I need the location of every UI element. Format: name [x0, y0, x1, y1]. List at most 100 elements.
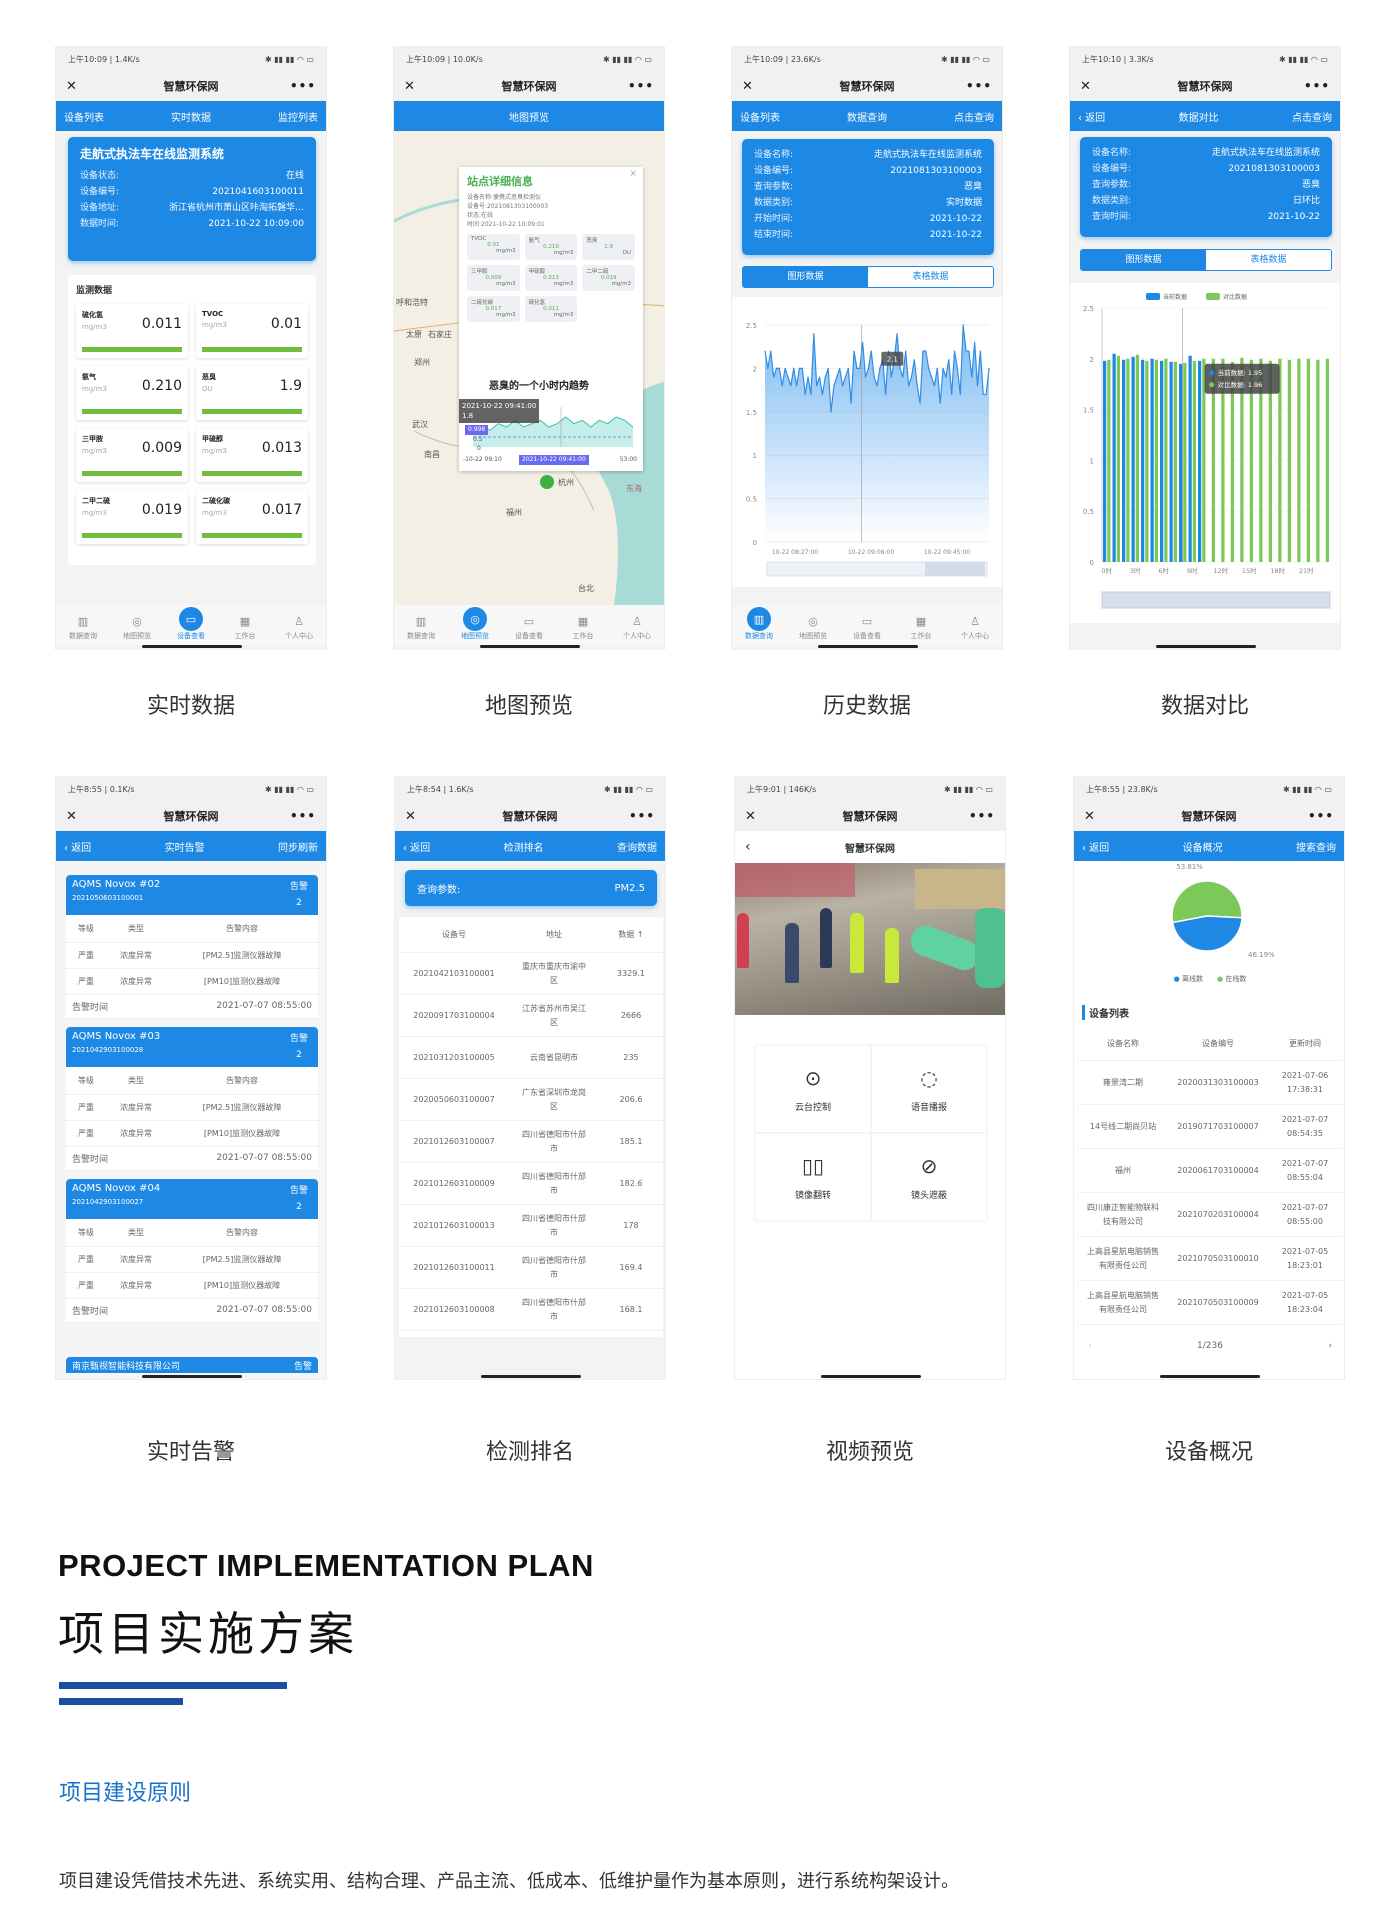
more-icon[interactable]: •••	[289, 809, 316, 823]
metric-tile[interactable]: 二硫化碳 mg/m3 0.017	[196, 490, 308, 544]
close-icon[interactable]: ✕	[1084, 808, 1095, 824]
table-row[interactable]: 2020091703100004 江苏省苏州市吴江区 2666	[399, 995, 663, 1037]
more-icon[interactable]: •••	[1303, 79, 1330, 93]
bottom-nav-data-query[interactable]: ▥ 数据查询	[396, 615, 446, 641]
more-icon[interactable]: •••	[965, 79, 992, 93]
more-icon[interactable]: •••	[627, 79, 654, 93]
back-button[interactable]: ‹ 返回	[1082, 842, 1110, 854]
table-row[interactable]: 2020050603100007 广东省深圳市龙岗区 206.6	[399, 1079, 663, 1121]
bottom-nav-profile[interactable]: ♙ 个人中心	[950, 615, 1000, 641]
bottom-nav-map-preview[interactable]: ◎ 地图预览	[788, 615, 838, 641]
close-icon[interactable]: ✕	[66, 78, 77, 94]
table-row[interactable]: 2021012603100009 四川省德阳市什邡市 182.6	[399, 1163, 663, 1205]
table-row[interactable]: 14号线二期尚贝站 2019071703100007 2021-07-07 08:5…	[1078, 1105, 1342, 1149]
bottom-nav-workbench[interactable]: ▦ 工作台	[558, 615, 608, 641]
popup-close-icon[interactable]: ×	[629, 169, 637, 179]
close-icon[interactable]: ✕	[404, 78, 415, 94]
map[interactable]: 呼和浩特 太原 石家庄 郑州 武汉 南昌 杭州 福州 台北 东海 × 站点详细信…	[394, 131, 664, 605]
nav-device-list[interactable]: 设备列表	[64, 112, 104, 124]
bottom-nav-profile[interactable]: ♙ 个人中心	[612, 615, 662, 641]
station-marker[interactable]	[540, 475, 554, 489]
alarm-group[interactable]: AQMS Novox #04 2021042903100027 告警 2 等级 类型…	[66, 1179, 318, 1321]
sort-data-header[interactable]: 数据 ↑	[618, 930, 644, 939]
back-button[interactable]: ‹ 返回	[1078, 112, 1106, 124]
city-label: 南昌	[424, 450, 440, 459]
close-icon[interactable]: ✕	[1080, 78, 1091, 94]
bottom-nav-map-preview[interactable]: ◎ 地图预览	[450, 607, 500, 641]
data-point	[968, 350, 970, 352]
next-page-button[interactable]: ›	[1328, 1341, 1332, 1351]
tab-table-data[interactable]: 表格数据	[1206, 250, 1331, 270]
close-icon[interactable]: ✕	[405, 808, 416, 824]
nav-realtime[interactable]: 实时数据	[171, 112, 211, 124]
close-icon[interactable]: ✕	[742, 78, 753, 94]
query-param-card[interactable]: 查询参数: PM2.5	[405, 870, 657, 906]
info-key: 查询时间:	[1092, 212, 1132, 222]
bottom-nav-map-preview[interactable]: ◎ 地图预览	[112, 615, 162, 641]
search-query-button[interactable]: 搜索查询	[1296, 842, 1336, 854]
metric-bar	[82, 533, 182, 538]
close-icon[interactable]: ✕	[66, 808, 77, 824]
metric-tile[interactable]: 氨气 mg/m3 0.210	[76, 366, 188, 420]
sync-refresh-button[interactable]: 同步刷新	[278, 842, 318, 854]
camera-control-button[interactable]: ⊘ 镜头遮蔽	[871, 1133, 987, 1221]
nav-click-query[interactable]: 点击查询	[1292, 112, 1332, 124]
bottom-nav-workbench[interactable]: ▦ 工作台	[896, 615, 946, 641]
nav-data-query[interactable]: 数据查询	[847, 112, 887, 124]
metric-tile[interactable]: 三甲胺 mg/m3 0.009	[76, 428, 188, 482]
pie-label: 53.81%	[1176, 863, 1203, 871]
alarm-group[interactable]: AQMS Novox #03 2021042903100028 告警 2 等级 类型…	[66, 1027, 318, 1169]
table-row[interactable]: 2021042103100001 重庆市重庆市渝中区 3329.1	[399, 953, 663, 995]
x-tick-label: 0时	[1101, 566, 1112, 575]
table-row[interactable]: 2021012603100011 四川省德阳市什邡市 169.4	[399, 1247, 663, 1289]
nav-click-query[interactable]: 点击查询	[954, 112, 994, 124]
table-row[interactable]: 2021012603100013 四川省德阳市什邡市 178	[399, 1205, 663, 1247]
bottom-nav-device-view[interactable]: ▭ 设备查看	[842, 615, 892, 641]
bottom-nav-data-query[interactable]: ▥ 数据查询	[58, 615, 108, 641]
table-row[interactable]: 福州 2020061703100004 2021-07-07 08:55:04	[1078, 1149, 1342, 1193]
more-icon[interactable]: •••	[968, 809, 995, 823]
bottom-nav-workbench[interactable]: ▦ 工作台	[220, 615, 270, 641]
metric-tile[interactable]: 恶臭 OU 1.9	[196, 366, 308, 420]
back-icon[interactable]: ‹	[745, 839, 751, 855]
table-row[interactable]: 上高县星航电脑销售有限责任公司 2021070503100009 2021-07-0…	[1078, 1281, 1342, 1325]
tab-chart-data[interactable]: 图形数据	[743, 267, 868, 287]
bottom-nav-device-view[interactable]: ▭ 设备查看	[504, 615, 554, 641]
metric-tile[interactable]: 硫化氢 mg/m3 0.011	[76, 304, 188, 358]
video-player[interactable]	[735, 863, 1005, 1015]
prev-page-button[interactable]: ‹	[1088, 1341, 1092, 1351]
legend-offline[interactable]: ● 离线数	[1173, 975, 1203, 983]
camera-control-button[interactable]: ⊙ 云台控制	[755, 1045, 871, 1133]
more-icon[interactable]: •••	[628, 809, 655, 823]
metric-tile[interactable]: 二甲二硫 mg/m3 0.019	[76, 490, 188, 544]
close-icon[interactable]: ✕	[745, 808, 756, 824]
back-button[interactable]: ‹ 返回	[64, 842, 92, 854]
legend-online[interactable]: ● 在线数	[1217, 975, 1247, 983]
more-icon[interactable]: •••	[1307, 809, 1334, 823]
signal-icons: ✱ ▮▮ ▮▮ ◠ ▭	[603, 784, 653, 794]
nav-device-list[interactable]: 设备列表	[740, 112, 780, 124]
alarm-group-partial[interactable]: 南京甄视智能科技有限公司 告警	[66, 1357, 318, 1373]
table-row[interactable]: 四川康正智能物联科技有限公司 2021070203100004 2021-07-07…	[1078, 1193, 1342, 1237]
table-row[interactable]: 2021012603100008 四川省德阳市什邡市 168.1	[399, 1289, 663, 1331]
more-icon[interactable]: •••	[289, 79, 316, 93]
bottom-nav-profile[interactable]: ♙ 个人中心	[274, 615, 324, 641]
camera-control-button[interactable]: ◌ 语音播报	[871, 1045, 987, 1133]
bottom-nav-device-view[interactable]: ▭ 设备查看	[166, 607, 216, 641]
table-row[interactable]: 2021012603100010四川省德阳市什邡市164.8	[399, 1331, 663, 1337]
back-button[interactable]: ‹ 返回	[403, 842, 431, 854]
metric-tile[interactable]: TVOC mg/m3 0.01	[196, 304, 308, 358]
nav-monitor-list[interactable]: 监控列表	[278, 112, 318, 124]
tab-chart-data[interactable]: 图形数据	[1081, 250, 1206, 270]
table-row[interactable]: 2021031203100005 云南省昆明市 235	[399, 1037, 663, 1079]
table-row[interactable]: 上高县星航电脑销售有限责任公司 2021070503100010 2021-07-0…	[1078, 1237, 1342, 1281]
table-row[interactable]: 雍景湾二期 2020031303100003 2021-07-06 17:38:31	[1078, 1061, 1342, 1105]
alarm-level: 严重	[78, 1129, 94, 1138]
query-data-button[interactable]: 查询数据	[617, 842, 657, 854]
alarm-group[interactable]: AQMS Novox #02 2021050603100001 告警 2 等级 类型…	[66, 875, 318, 1017]
tab-table-data[interactable]: 表格数据	[868, 267, 993, 287]
metric-tile[interactable]: 甲硫醇 mg/m3 0.013	[196, 428, 308, 482]
bottom-nav-data-query[interactable]: ▥ 数据查询	[734, 607, 784, 641]
camera-control-button[interactable]: ▯▯ 镜像翻转	[755, 1133, 871, 1221]
table-row[interactable]: 2021012603100007 四川省德阳市什邡市 185.1	[399, 1121, 663, 1163]
